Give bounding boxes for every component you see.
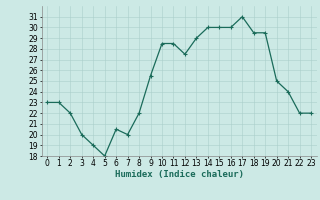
X-axis label: Humidex (Indice chaleur): Humidex (Indice chaleur) bbox=[115, 170, 244, 179]
